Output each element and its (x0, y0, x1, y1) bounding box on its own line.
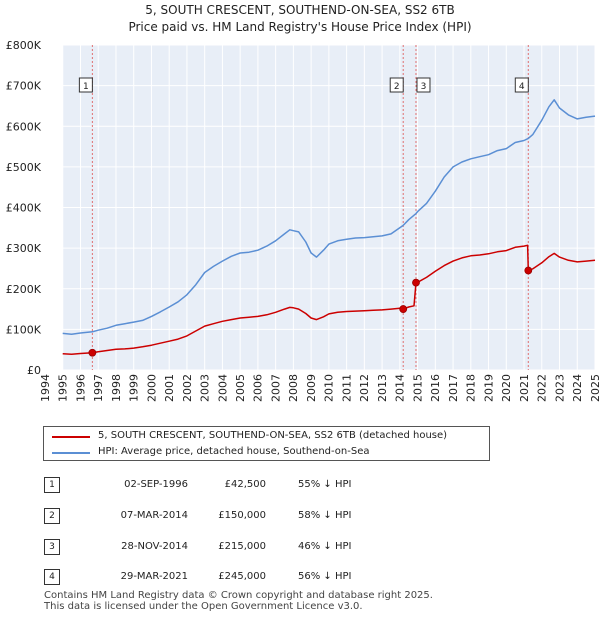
x-tick-label: 2004 (216, 374, 229, 402)
transaction-label: 3 (416, 77, 431, 93)
legend-swatch-hpi (52, 452, 90, 454)
transaction-hpi-diff: 46% ↓ HPI (298, 541, 352, 552)
x-tick-label: 2014 (394, 374, 407, 402)
transaction-row: 3 28-NOV-2014 £215,000 46% ↓ HPI (0, 537, 600, 559)
y-tick-label: £800K (6, 39, 42, 52)
x-tick-label: 2009 (305, 374, 318, 402)
x-tick-label: 2025 (589, 374, 600, 402)
transaction-point (399, 305, 408, 313)
transaction-hpi-diff: 56% ↓ HPI (298, 571, 352, 582)
chart-legend: 5, SOUTH CRESCENT, SOUTHEND-ON-SEA, SS2 … (43, 426, 490, 461)
x-tick-label: 2006 (252, 374, 265, 402)
x-tick-label: 2023 (553, 374, 566, 402)
transaction-label: 2 (389, 77, 404, 93)
transaction-date: 02-SEP-1996 (124, 479, 188, 490)
y-tick-label: £200K (6, 283, 42, 296)
x-tick-label: 2011 (340, 374, 353, 402)
x-tick-label: 2017 (447, 374, 460, 402)
legend-swatch-property (52, 436, 90, 438)
x-tick-label: 2016 (429, 374, 442, 402)
x-tick-label: 2001 (163, 374, 176, 402)
transaction-date: 29-MAR-2021 (120, 571, 188, 582)
footer-copyright: Contains HM Land Registry data © Crown c… (44, 590, 433, 601)
x-tick-label: 1996 (74, 374, 87, 402)
transaction-label-text: 3 (421, 82, 427, 92)
series-line (62, 244, 596, 355)
transaction-badge: 1 (44, 477, 60, 493)
transaction-label: 4 (514, 77, 529, 93)
transaction-row: 2 07-MAR-2014 £150,000 58% ↓ HPI (0, 506, 600, 528)
y-tick-label: £500K (6, 161, 42, 174)
y-tick-label: £400K (6, 202, 42, 215)
y-tick-label: £0 (27, 364, 41, 377)
chart-title: 5, SOUTH CRESCENT, SOUTHEND-ON-SEA, SS2 … (145, 3, 455, 17)
x-tick-label: 1997 (92, 374, 105, 402)
transaction-label: 1 (78, 77, 93, 93)
transaction-badge: 3 (44, 539, 60, 555)
x-tick-label: 2013 (376, 374, 389, 402)
x-tick-label: 2020 (500, 374, 513, 402)
x-tick-label: 1995 (57, 374, 70, 402)
x-tick-label: 2000 (145, 374, 158, 402)
x-tick-label: 2019 (482, 374, 495, 402)
footer-licence: This data is licensed under the Open Gov… (44, 601, 363, 612)
y-tick-label: £100K (6, 323, 42, 336)
x-tick-label: 2005 (234, 374, 247, 402)
x-tick-label: 2012 (358, 374, 371, 402)
y-tick-label: £600K (6, 120, 42, 133)
transaction-price: £245,000 (218, 571, 266, 582)
x-tick-label: 1999 (128, 374, 141, 402)
y-tick-label: £700K (6, 80, 42, 93)
chart-subtitle: Price paid vs. HM Land Registry's House … (128, 20, 472, 34)
transaction-point (88, 348, 97, 357)
transaction-row: 4 29-MAR-2021 £245,000 56% ↓ HPI (0, 567, 600, 589)
x-tick-label: 1998 (110, 374, 123, 402)
x-tick-label: 2022 (536, 374, 549, 402)
price-chart: 1 2 3 4 £0 £100K £200K £300K £400K £500K £600K £700… (6, 39, 600, 402)
transaction-label-box (416, 77, 431, 93)
transaction-hpi-diff: 58% ↓ HPI (298, 510, 352, 521)
x-tick-label: 2021 (518, 374, 531, 402)
x-tick-label: 2024 (571, 374, 584, 402)
x-tick-label: 2002 (181, 374, 194, 402)
transaction-label-box (78, 77, 93, 93)
transaction-row: 1 02-SEP-1996 £42,500 55% ↓ HPI (0, 475, 600, 497)
transaction-label-box (389, 77, 404, 93)
transaction-price: £215,000 (218, 541, 266, 552)
legend-label-hpi: HPI: Average price, detached house, Sout… (98, 446, 370, 457)
transaction-price: £42,500 (224, 479, 266, 490)
transaction-hpi-diff: 55% ↓ HPI (298, 479, 352, 490)
x-tick-label: 2018 (465, 374, 478, 402)
transaction-badge: 4 (44, 569, 60, 585)
x-tick-label: 2010 (323, 374, 336, 402)
transaction-date: 28-NOV-2014 (121, 541, 188, 552)
transaction-price: £150,000 (218, 510, 266, 521)
transaction-label-text: 4 (519, 82, 525, 92)
x-tick-label: 2015 (411, 374, 424, 402)
transaction-point (412, 278, 420, 287)
transaction-date: 07-MAR-2014 (120, 510, 188, 521)
x-tick-label: 2007 (269, 374, 282, 402)
transaction-badge: 2 (44, 508, 60, 524)
legend-label-property: 5, SOUTH CRESCENT, SOUTHEND-ON-SEA, SS2 … (98, 430, 448, 441)
series-line (62, 99, 596, 336)
x-tick-label: 2003 (199, 374, 212, 402)
y-tick-label: £300K (6, 242, 42, 255)
transaction-point (524, 266, 533, 275)
x-tick-label: 1994 (39, 374, 52, 402)
transaction-label-box (514, 77, 529, 93)
x-tick-label: 2008 (287, 374, 300, 402)
transaction-label-text: 2 (394, 82, 400, 92)
transaction-label-text: 1 (83, 82, 89, 92)
